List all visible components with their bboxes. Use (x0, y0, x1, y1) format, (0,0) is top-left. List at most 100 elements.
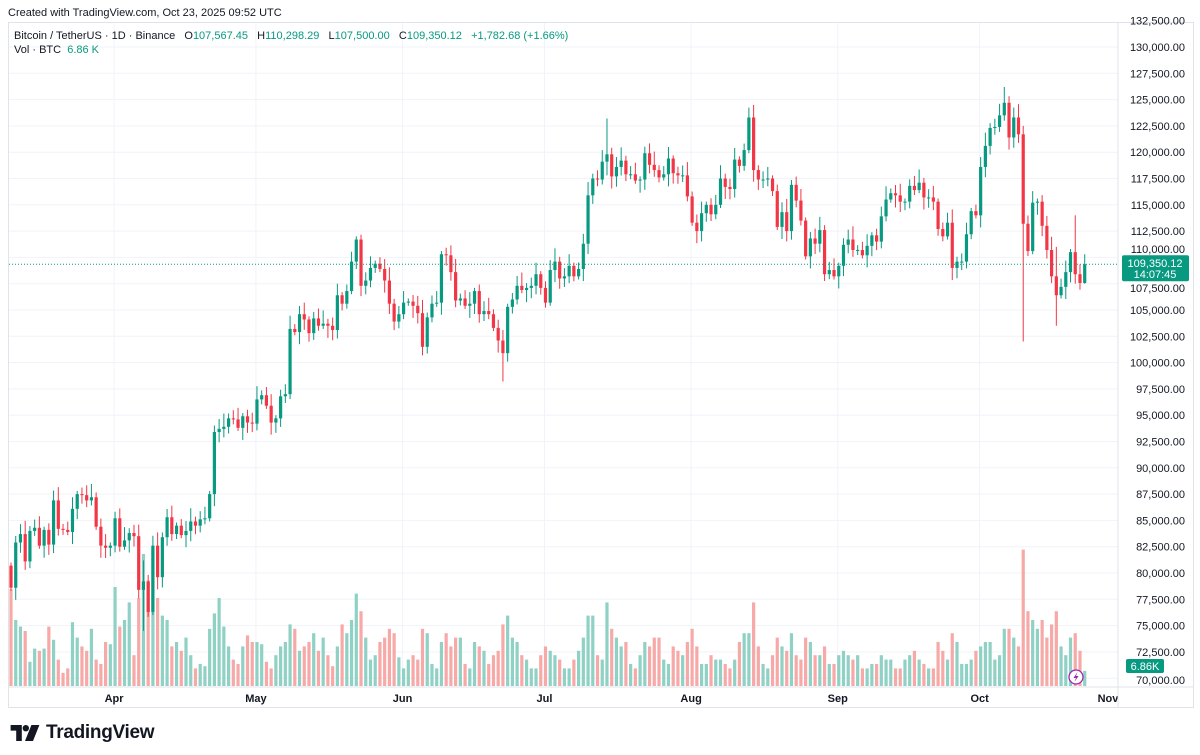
candle-body[interactable] (472, 291, 477, 304)
candle-body[interactable] (624, 160, 628, 175)
candle-body[interactable] (742, 150, 746, 166)
candle-body[interactable] (245, 416, 250, 423)
candle-body[interactable] (874, 235, 879, 242)
candle-body[interactable] (917, 182, 921, 191)
candle-body[interactable] (718, 178, 723, 205)
candle-body[interactable] (208, 494, 212, 519)
candle-body[interactable] (269, 405, 273, 423)
candle-body[interactable] (846, 239, 850, 245)
candle-body[interactable] (543, 287, 548, 303)
candle-body[interactable] (47, 529, 51, 545)
candle-body[interactable] (392, 303, 396, 322)
candle-body[interactable] (822, 230, 827, 275)
candle-body[interactable] (699, 213, 704, 232)
candle-body[interactable] (496, 327, 500, 341)
candle-body[interactable] (449, 255, 453, 273)
candle-body[interactable] (690, 196, 694, 223)
candle-body[interactable] (813, 238, 817, 244)
candle-body[interactable] (236, 419, 240, 428)
candle-body[interactable] (775, 191, 779, 227)
candle-body[interactable] (737, 159, 742, 166)
candle-body[interactable] (231, 418, 235, 420)
candle-body[interactable] (860, 250, 864, 256)
candle-body[interactable] (203, 518, 207, 520)
candle-body[interactable] (416, 305, 420, 314)
candle-body[interactable] (997, 115, 1002, 127)
candle-body[interactable] (222, 426, 226, 429)
candle-body[interactable] (614, 166, 619, 177)
candle-body[interactable] (61, 528, 65, 530)
candle-body[interactable] (685, 175, 689, 197)
candle-body[interactable] (974, 211, 978, 216)
candle-body[interactable] (638, 179, 642, 181)
candle-body[interactable] (756, 170, 760, 180)
candle-body[interactable] (794, 184, 798, 201)
candle-body[interactable] (99, 526, 103, 546)
candle-body[interactable] (595, 178, 600, 180)
candle-body[interactable] (458, 298, 462, 301)
candle-body[interactable] (785, 212, 789, 232)
candle-body[interactable] (676, 173, 680, 176)
candle-body[interactable] (666, 158, 671, 175)
candle-body[interactable] (633, 174, 637, 181)
candle-body[interactable] (297, 314, 302, 333)
candle-body[interactable] (1059, 286, 1063, 296)
candle-body[interactable] (184, 530, 188, 536)
candle-body[interactable] (482, 311, 486, 315)
candle-body[interactable] (979, 166, 983, 216)
candle-body[interactable] (326, 323, 330, 326)
candle-body[interactable] (226, 418, 231, 427)
candle-body[interactable] (1007, 102, 1011, 138)
candle-body[interactable] (127, 533, 131, 541)
candle-body[interactable] (955, 261, 959, 268)
candle-body[interactable] (37, 527, 41, 546)
candle-body[interactable] (1073, 252, 1077, 275)
candle-body[interactable] (733, 159, 737, 190)
candle-body[interactable] (728, 186, 732, 190)
candle-body[interactable] (988, 128, 992, 146)
candle-body[interactable] (1012, 117, 1016, 138)
candle-body[interactable] (1026, 223, 1030, 252)
candle-body[interactable] (56, 500, 60, 529)
candle-body[interactable] (709, 204, 713, 215)
candle-body[interactable] (1002, 102, 1006, 116)
candle-body[interactable] (340, 295, 344, 304)
candle-body[interactable] (1054, 276, 1058, 296)
candle-body[interactable] (510, 299, 514, 307)
candle-body[interactable] (491, 314, 496, 328)
candle-body[interactable] (572, 265, 576, 277)
candle-body[interactable] (927, 197, 931, 199)
candle-body[interactable] (1050, 250, 1054, 277)
candle-body[interactable] (132, 533, 136, 537)
candle-body[interactable] (841, 244, 846, 266)
candle-body[interactable] (969, 211, 973, 235)
candle-body[interactable] (406, 301, 410, 303)
candle-body[interactable] (799, 200, 803, 221)
candle-body[interactable] (179, 525, 183, 536)
candle-body[interactable] (908, 185, 912, 202)
candle-body[interactable] (629, 174, 633, 176)
candle-body[interactable] (960, 261, 964, 263)
candle-body[interactable] (695, 222, 699, 232)
candle-body[interactable] (567, 265, 571, 277)
candle-body[interactable] (1031, 202, 1035, 252)
candle-body[interactable] (312, 318, 316, 334)
candle-body[interactable] (122, 540, 127, 547)
candle-body[interactable] (198, 519, 202, 526)
candle-body[interactable] (501, 340, 505, 354)
candle-body[interactable] (1021, 134, 1025, 224)
candle-body[interactable] (430, 303, 434, 318)
candle-body[interactable] (704, 204, 708, 214)
candle-body[interactable] (302, 314, 306, 320)
candle-body[interactable] (903, 201, 907, 203)
candle-body[interactable] (307, 319, 311, 334)
candle-body[interactable] (931, 197, 935, 202)
candle-body[interactable] (18, 534, 23, 543)
candle-body[interactable] (837, 265, 841, 277)
candle-body[interactable] (983, 145, 987, 167)
candle-body[interactable] (165, 517, 169, 538)
candle-body[interactable] (591, 178, 595, 196)
candle-body[interactable] (260, 395, 264, 400)
volume-label[interactable]: Vol · BTC (14, 44, 62, 56)
candle-body[interactable] (865, 245, 869, 256)
